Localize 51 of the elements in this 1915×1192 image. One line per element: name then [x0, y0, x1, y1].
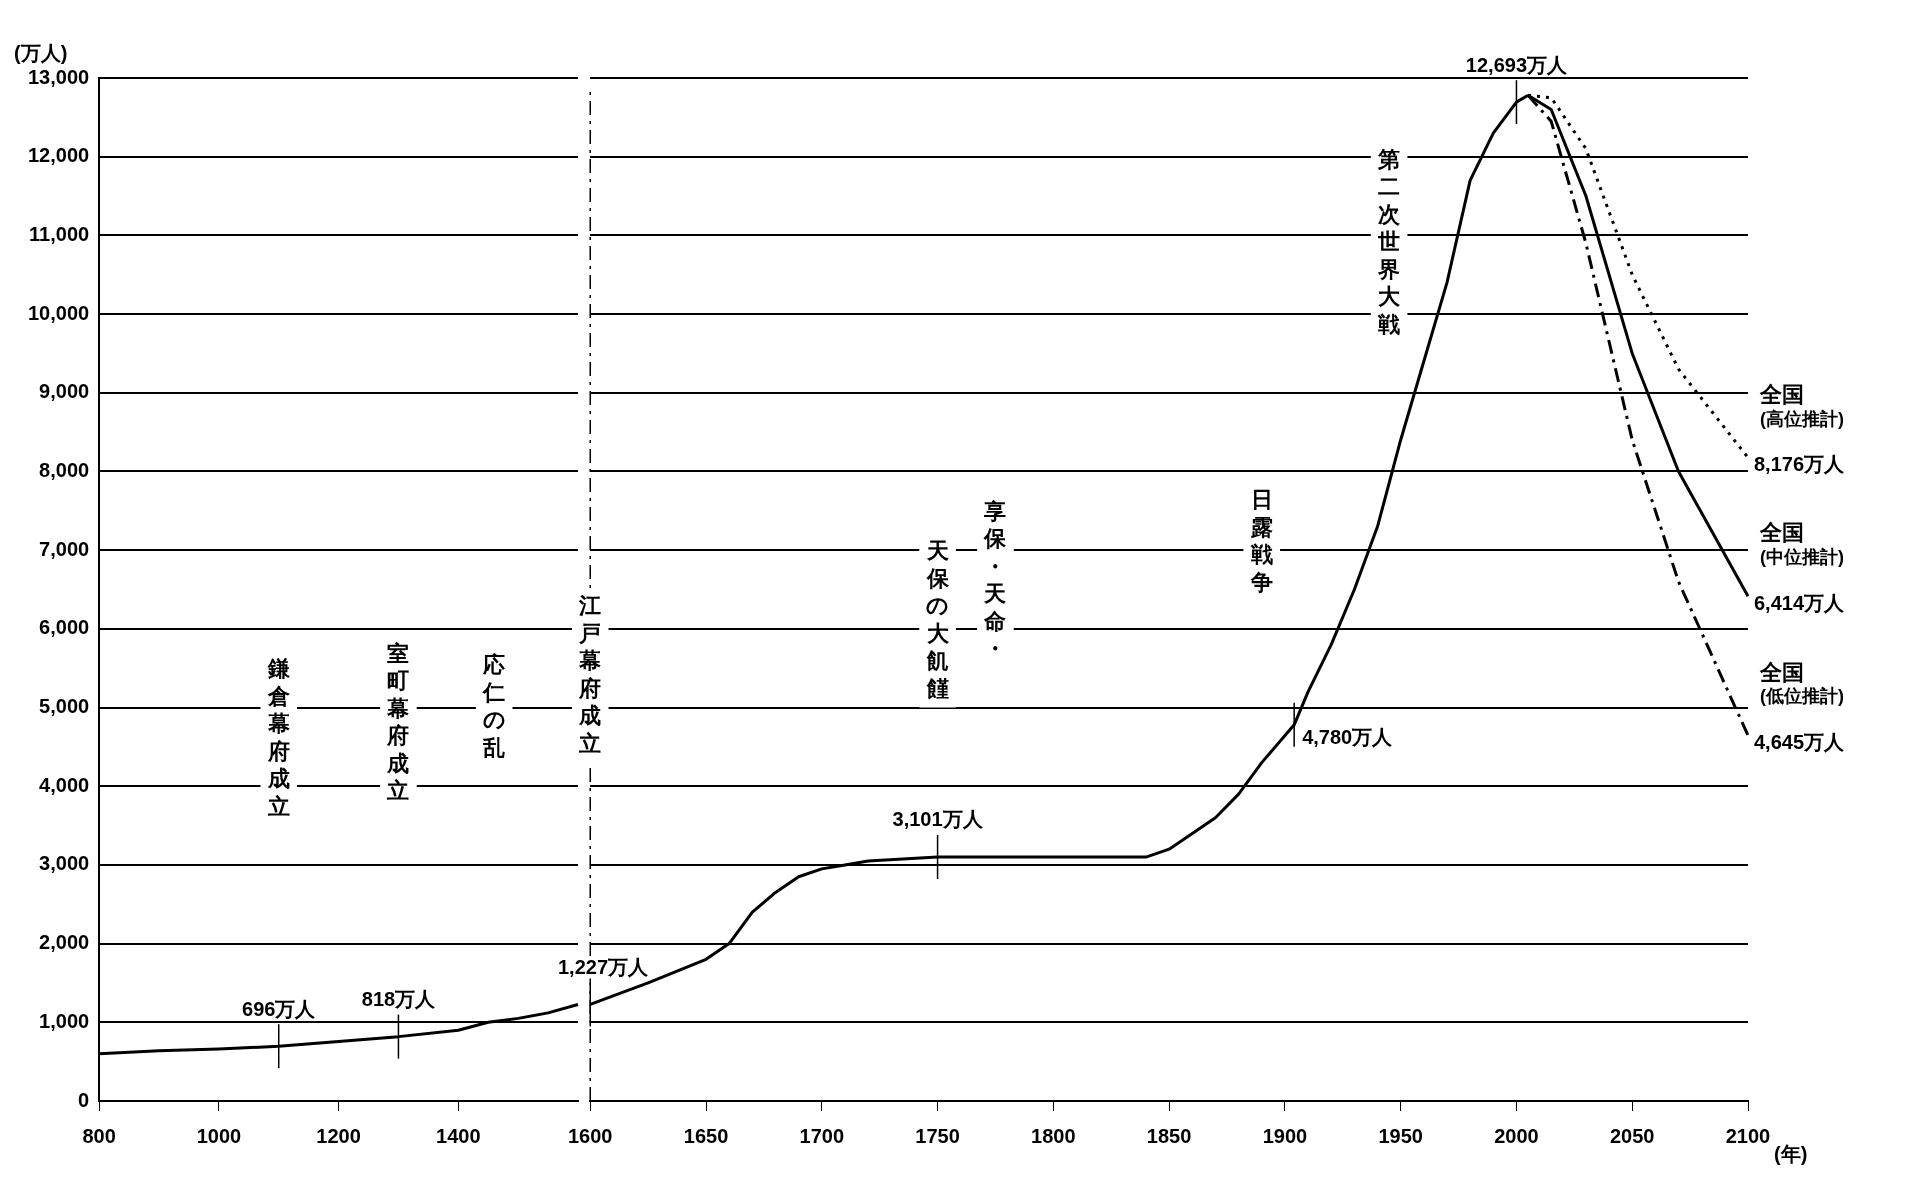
x-tick-label: 1200	[316, 1124, 361, 1147]
annotation: 室町幕府成立	[386, 640, 410, 804]
y-tick-label: 0	[78, 1088, 90, 1111]
y-tick-label: 8,000	[39, 458, 90, 481]
y-tick-label: 2,000	[39, 931, 90, 954]
series-label: 全国 (中位推計)	[1759, 520, 1844, 568]
annotation: 日露戦争	[1249, 487, 1273, 595]
series-label: 全国 (低位推計)	[1759, 659, 1844, 707]
y-axis-title: (万人)	[14, 41, 68, 64]
x-tick-label: 1700	[799, 1124, 845, 1147]
annotation: 享保・天命・	[983, 498, 1008, 662]
x-tick-label: 2050	[1609, 1124, 1655, 1147]
y-tick-label: 11,000	[29, 222, 90, 245]
x-tick-label: 1650	[683, 1124, 729, 1147]
x-tick-label: 2100	[1725, 1124, 1771, 1147]
data-label: 4,780万人	[1302, 726, 1394, 749]
y-tick-label: 13,000	[28, 65, 90, 88]
y-tick-label: 5,000	[39, 695, 90, 718]
y-tick-label: 9,000	[39, 380, 90, 403]
data-label: 818万人	[361, 988, 437, 1011]
x-tick-label: 2000	[1494, 1124, 1539, 1147]
x-tick-label: 1900	[1262, 1124, 1308, 1147]
data-label: 3,101万人	[892, 808, 984, 831]
data-label: 6,414万人	[1754, 591, 1846, 614]
x-tick-label: 1800	[1031, 1124, 1076, 1147]
data-label: 4,645万人	[1754, 730, 1846, 753]
x-tick-label: 1600	[568, 1124, 613, 1147]
annotation: 応仁の乱	[482, 652, 506, 760]
data-label: 1,227万人	[557, 955, 650, 978]
x-tick-label: 1850	[1146, 1124, 1192, 1147]
series-label: 全国 (高位推計)	[1759, 381, 1844, 429]
annotation: 天保の大飢饉	[925, 538, 950, 701]
x-tick-label: 800	[82, 1124, 116, 1147]
y-tick-label: 4,000	[39, 773, 90, 796]
x-tick-label: 1950	[1378, 1124, 1423, 1147]
x-axis-title: (年)	[1774, 1142, 1808, 1165]
data-label: 8,176万人	[1754, 453, 1846, 476]
data-label: 12,693万人	[1465, 53, 1569, 76]
annotation: 鎌倉幕府成立	[266, 656, 291, 819]
y-tick-label: 3,000	[39, 852, 90, 875]
data-label: 696万人	[242, 997, 317, 1020]
x-tick-label: 1750	[915, 1124, 960, 1147]
y-tick-label: 7,000	[39, 537, 90, 560]
y-tick-label: 1,000	[39, 1009, 90, 1032]
x-tick-label: 1400	[436, 1124, 481, 1147]
annotation: 第二次世界大戦	[1377, 146, 1402, 337]
x-tick-label: 1000	[196, 1124, 242, 1147]
ref-line-label: 江戸幕府成立	[578, 593, 602, 756]
y-tick-label: 10,000	[28, 301, 90, 324]
y-tick-label: 6,000	[39, 616, 90, 639]
y-tick-label: 12,000	[28, 144, 90, 167]
